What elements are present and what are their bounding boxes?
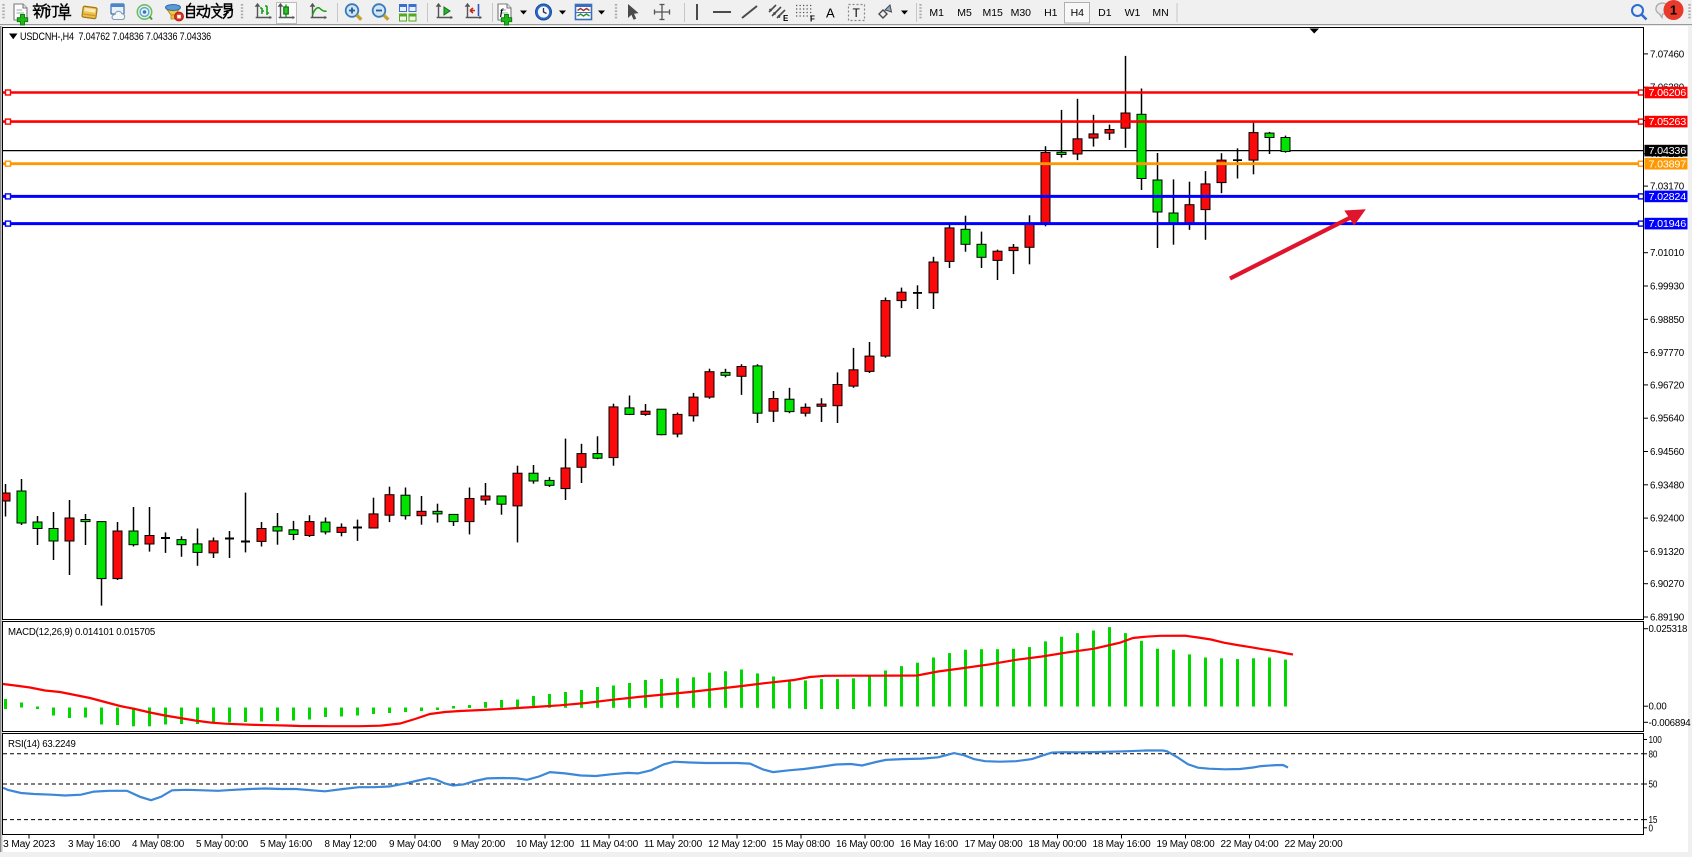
svg-text:7.01946: 7.01946: [1649, 219, 1687, 230]
svg-text:4 May 08:00: 4 May 08:00: [132, 839, 185, 850]
svg-text:F: F: [810, 15, 815, 24]
svg-text:7.03170: 7.03170: [1650, 182, 1685, 193]
svg-text:T: T: [853, 6, 861, 20]
svg-text:19 May 08:00: 19 May 08:00: [1157, 839, 1216, 850]
svg-text:6.92400: 6.92400: [1650, 514, 1685, 525]
svg-text:8 May 12:00: 8 May 12:00: [325, 839, 378, 850]
svg-text:50: 50: [1649, 780, 1658, 791]
svg-text:16 May 16:00: 16 May 16:00: [900, 839, 959, 850]
svg-text:MACD(12,26,9) 0.014101 0.01570: MACD(12,26,9) 0.014101 0.015705: [8, 627, 156, 638]
svg-text:22 May 20:00: 22 May 20:00: [1285, 839, 1344, 850]
svg-text:H1: H1: [1044, 7, 1058, 19]
svg-text:6.96720: 6.96720: [1650, 380, 1685, 391]
svg-text:M15: M15: [982, 7, 1003, 19]
svg-text:7.01010: 7.01010: [1650, 248, 1685, 259]
svg-text:6.99930: 6.99930: [1650, 282, 1685, 293]
svg-text:12 May 12:00: 12 May 12:00: [708, 839, 767, 850]
svg-text:3 May 16:00: 3 May 16:00: [68, 839, 121, 850]
svg-text:D1: D1: [1098, 7, 1112, 19]
svg-text:0.025318: 0.025318: [1649, 624, 1688, 635]
svg-text:18 May 00:00: 18 May 00:00: [1029, 839, 1088, 850]
svg-text:5 May 16:00: 5 May 16:00: [260, 839, 313, 850]
svg-text:H4: H4: [1071, 7, 1085, 19]
svg-text:1: 1: [1670, 3, 1677, 18]
svg-text:6.97770: 6.97770: [1650, 348, 1685, 359]
svg-text:5 May 00:00: 5 May 00:00: [196, 839, 249, 850]
svg-text:0.00: 0.00: [1649, 702, 1668, 713]
svg-text:7.05263: 7.05263: [1649, 117, 1687, 128]
svg-text:6.98850: 6.98850: [1650, 315, 1685, 326]
svg-text:RSI(14) 63.2249: RSI(14) 63.2249: [8, 739, 76, 750]
svg-text:-0.006894: -0.006894: [1649, 718, 1692, 729]
svg-text:7.04336: 7.04336: [1649, 146, 1687, 157]
svg-text:M30: M30: [1011, 7, 1032, 19]
svg-text:7.07460: 7.07460: [1650, 49, 1685, 60]
svg-text:11 May 04:00: 11 May 04:00: [580, 839, 639, 850]
svg-text:6.89190: 6.89190: [1650, 613, 1685, 624]
svg-text:0: 0: [1649, 823, 1654, 834]
svg-text:f: f: [500, 7, 504, 17]
svg-text:E: E: [783, 14, 789, 23]
svg-text:6.93480: 6.93480: [1650, 480, 1685, 491]
svg-text:MN: MN: [1152, 7, 1168, 19]
svg-text:W1: W1: [1125, 7, 1141, 19]
svg-text:16 May 00:00: 16 May 00:00: [836, 839, 895, 850]
svg-text:17 May 08:00: 17 May 08:00: [965, 839, 1024, 850]
svg-text:6.94560: 6.94560: [1650, 447, 1685, 458]
svg-text:7.02824: 7.02824: [1649, 192, 1687, 203]
svg-text:6.91320: 6.91320: [1650, 547, 1685, 558]
svg-text:USDCNH-,H4 7.04762 7.04836 7.: USDCNH-,H4 7.04762 7.04836 7.04336 7.043…: [20, 31, 211, 43]
svg-text:15 May 08:00: 15 May 08:00: [772, 839, 831, 850]
svg-text:9 May 20:00: 9 May 20:00: [453, 839, 506, 850]
svg-text:7.06206: 7.06206: [1649, 88, 1687, 99]
svg-text:80: 80: [1649, 749, 1658, 760]
svg-text:18 May 16:00: 18 May 16:00: [1093, 839, 1152, 850]
svg-text:6.90270: 6.90270: [1650, 579, 1685, 590]
svg-text:10 May 12:00: 10 May 12:00: [516, 839, 575, 850]
svg-text:15: 15: [1649, 815, 1658, 826]
svg-text:A: A: [826, 6, 835, 21]
svg-text:11 May 20:00: 11 May 20:00: [644, 839, 703, 850]
svg-text:M5: M5: [957, 7, 972, 19]
svg-text:6.95640: 6.95640: [1650, 414, 1685, 425]
svg-text:M1: M1: [929, 7, 944, 19]
svg-text:100: 100: [1649, 735, 1663, 746]
svg-text:3 May 2023: 3 May 2023: [3, 839, 56, 850]
svg-text:22 May 04:00: 22 May 04:00: [1221, 839, 1280, 850]
svg-text:7.03897: 7.03897: [1649, 159, 1687, 170]
svg-text:9 May 04:00: 9 May 04:00: [389, 839, 442, 850]
